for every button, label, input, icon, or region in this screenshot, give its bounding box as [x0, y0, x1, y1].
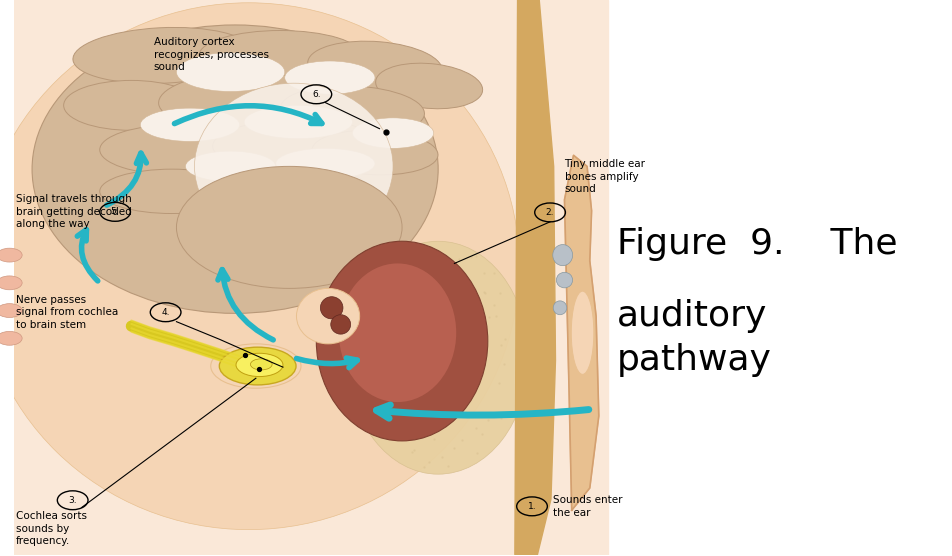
Ellipse shape — [276, 148, 375, 179]
Text: pathway: pathway — [617, 344, 772, 378]
Ellipse shape — [281, 86, 425, 136]
FancyArrowPatch shape — [107, 153, 147, 205]
Ellipse shape — [244, 106, 352, 138]
Ellipse shape — [186, 151, 276, 182]
Ellipse shape — [250, 359, 272, 370]
Ellipse shape — [316, 241, 487, 441]
Ellipse shape — [339, 264, 456, 402]
Text: Signal travels through
brain getting decoded
along the way: Signal travels through brain getting dec… — [16, 195, 131, 229]
Text: Sounds enter
the ear: Sounds enter the ear — [553, 495, 623, 518]
Text: Cochlea sorts
sounds by
frequency.: Cochlea sorts sounds by frequency. — [16, 512, 87, 546]
Ellipse shape — [140, 108, 240, 141]
Ellipse shape — [312, 130, 438, 175]
Ellipse shape — [73, 27, 253, 83]
Text: 4.: 4. — [162, 307, 169, 317]
Ellipse shape — [236, 353, 283, 376]
Ellipse shape — [0, 331, 22, 345]
Polygon shape — [565, 155, 599, 510]
Ellipse shape — [296, 289, 360, 344]
FancyArrowPatch shape — [77, 230, 98, 281]
Ellipse shape — [556, 272, 572, 288]
Ellipse shape — [0, 304, 22, 317]
Ellipse shape — [571, 291, 594, 374]
Text: Tiny middle ear
bones amplify
sound: Tiny middle ear bones amplify sound — [565, 160, 645, 194]
Text: 1.: 1. — [527, 502, 536, 511]
Ellipse shape — [0, 248, 22, 262]
Bar — [14, 0, 607, 554]
Ellipse shape — [0, 3, 520, 530]
Ellipse shape — [553, 301, 566, 315]
Ellipse shape — [176, 166, 402, 289]
Ellipse shape — [352, 118, 434, 148]
Text: 5.: 5. — [110, 207, 119, 216]
Ellipse shape — [0, 276, 22, 290]
FancyArrowPatch shape — [296, 358, 357, 368]
Text: Nerve passes
signal from cochlea
to brain stem: Nerve passes signal from cochlea to brai… — [16, 295, 118, 330]
Text: 6.: 6. — [312, 90, 321, 99]
FancyArrowPatch shape — [174, 106, 322, 123]
Text: 2.: 2. — [545, 208, 554, 217]
Ellipse shape — [64, 81, 199, 130]
Ellipse shape — [212, 119, 375, 169]
FancyArrowPatch shape — [218, 270, 273, 340]
Ellipse shape — [347, 241, 528, 474]
Ellipse shape — [212, 166, 366, 211]
Ellipse shape — [307, 41, 443, 92]
Text: Figure  9.    The: Figure 9. The — [617, 227, 898, 261]
Ellipse shape — [100, 125, 253, 175]
Ellipse shape — [376, 63, 483, 109]
Ellipse shape — [176, 53, 285, 92]
FancyArrowPatch shape — [376, 405, 588, 418]
Text: Auditory cortex
recognizes, processes
sound: Auditory cortex recognizes, processes so… — [154, 37, 268, 72]
Ellipse shape — [285, 61, 375, 95]
Polygon shape — [515, 0, 555, 554]
Ellipse shape — [553, 245, 572, 266]
Text: auditory: auditory — [617, 299, 767, 333]
Ellipse shape — [210, 344, 301, 388]
Ellipse shape — [219, 347, 296, 385]
Ellipse shape — [199, 31, 362, 81]
Ellipse shape — [100, 169, 244, 214]
Ellipse shape — [32, 25, 438, 314]
Ellipse shape — [159, 72, 321, 128]
Ellipse shape — [194, 83, 393, 250]
Text: 3.: 3. — [69, 496, 77, 505]
Ellipse shape — [330, 315, 350, 334]
Ellipse shape — [321, 297, 343, 319]
